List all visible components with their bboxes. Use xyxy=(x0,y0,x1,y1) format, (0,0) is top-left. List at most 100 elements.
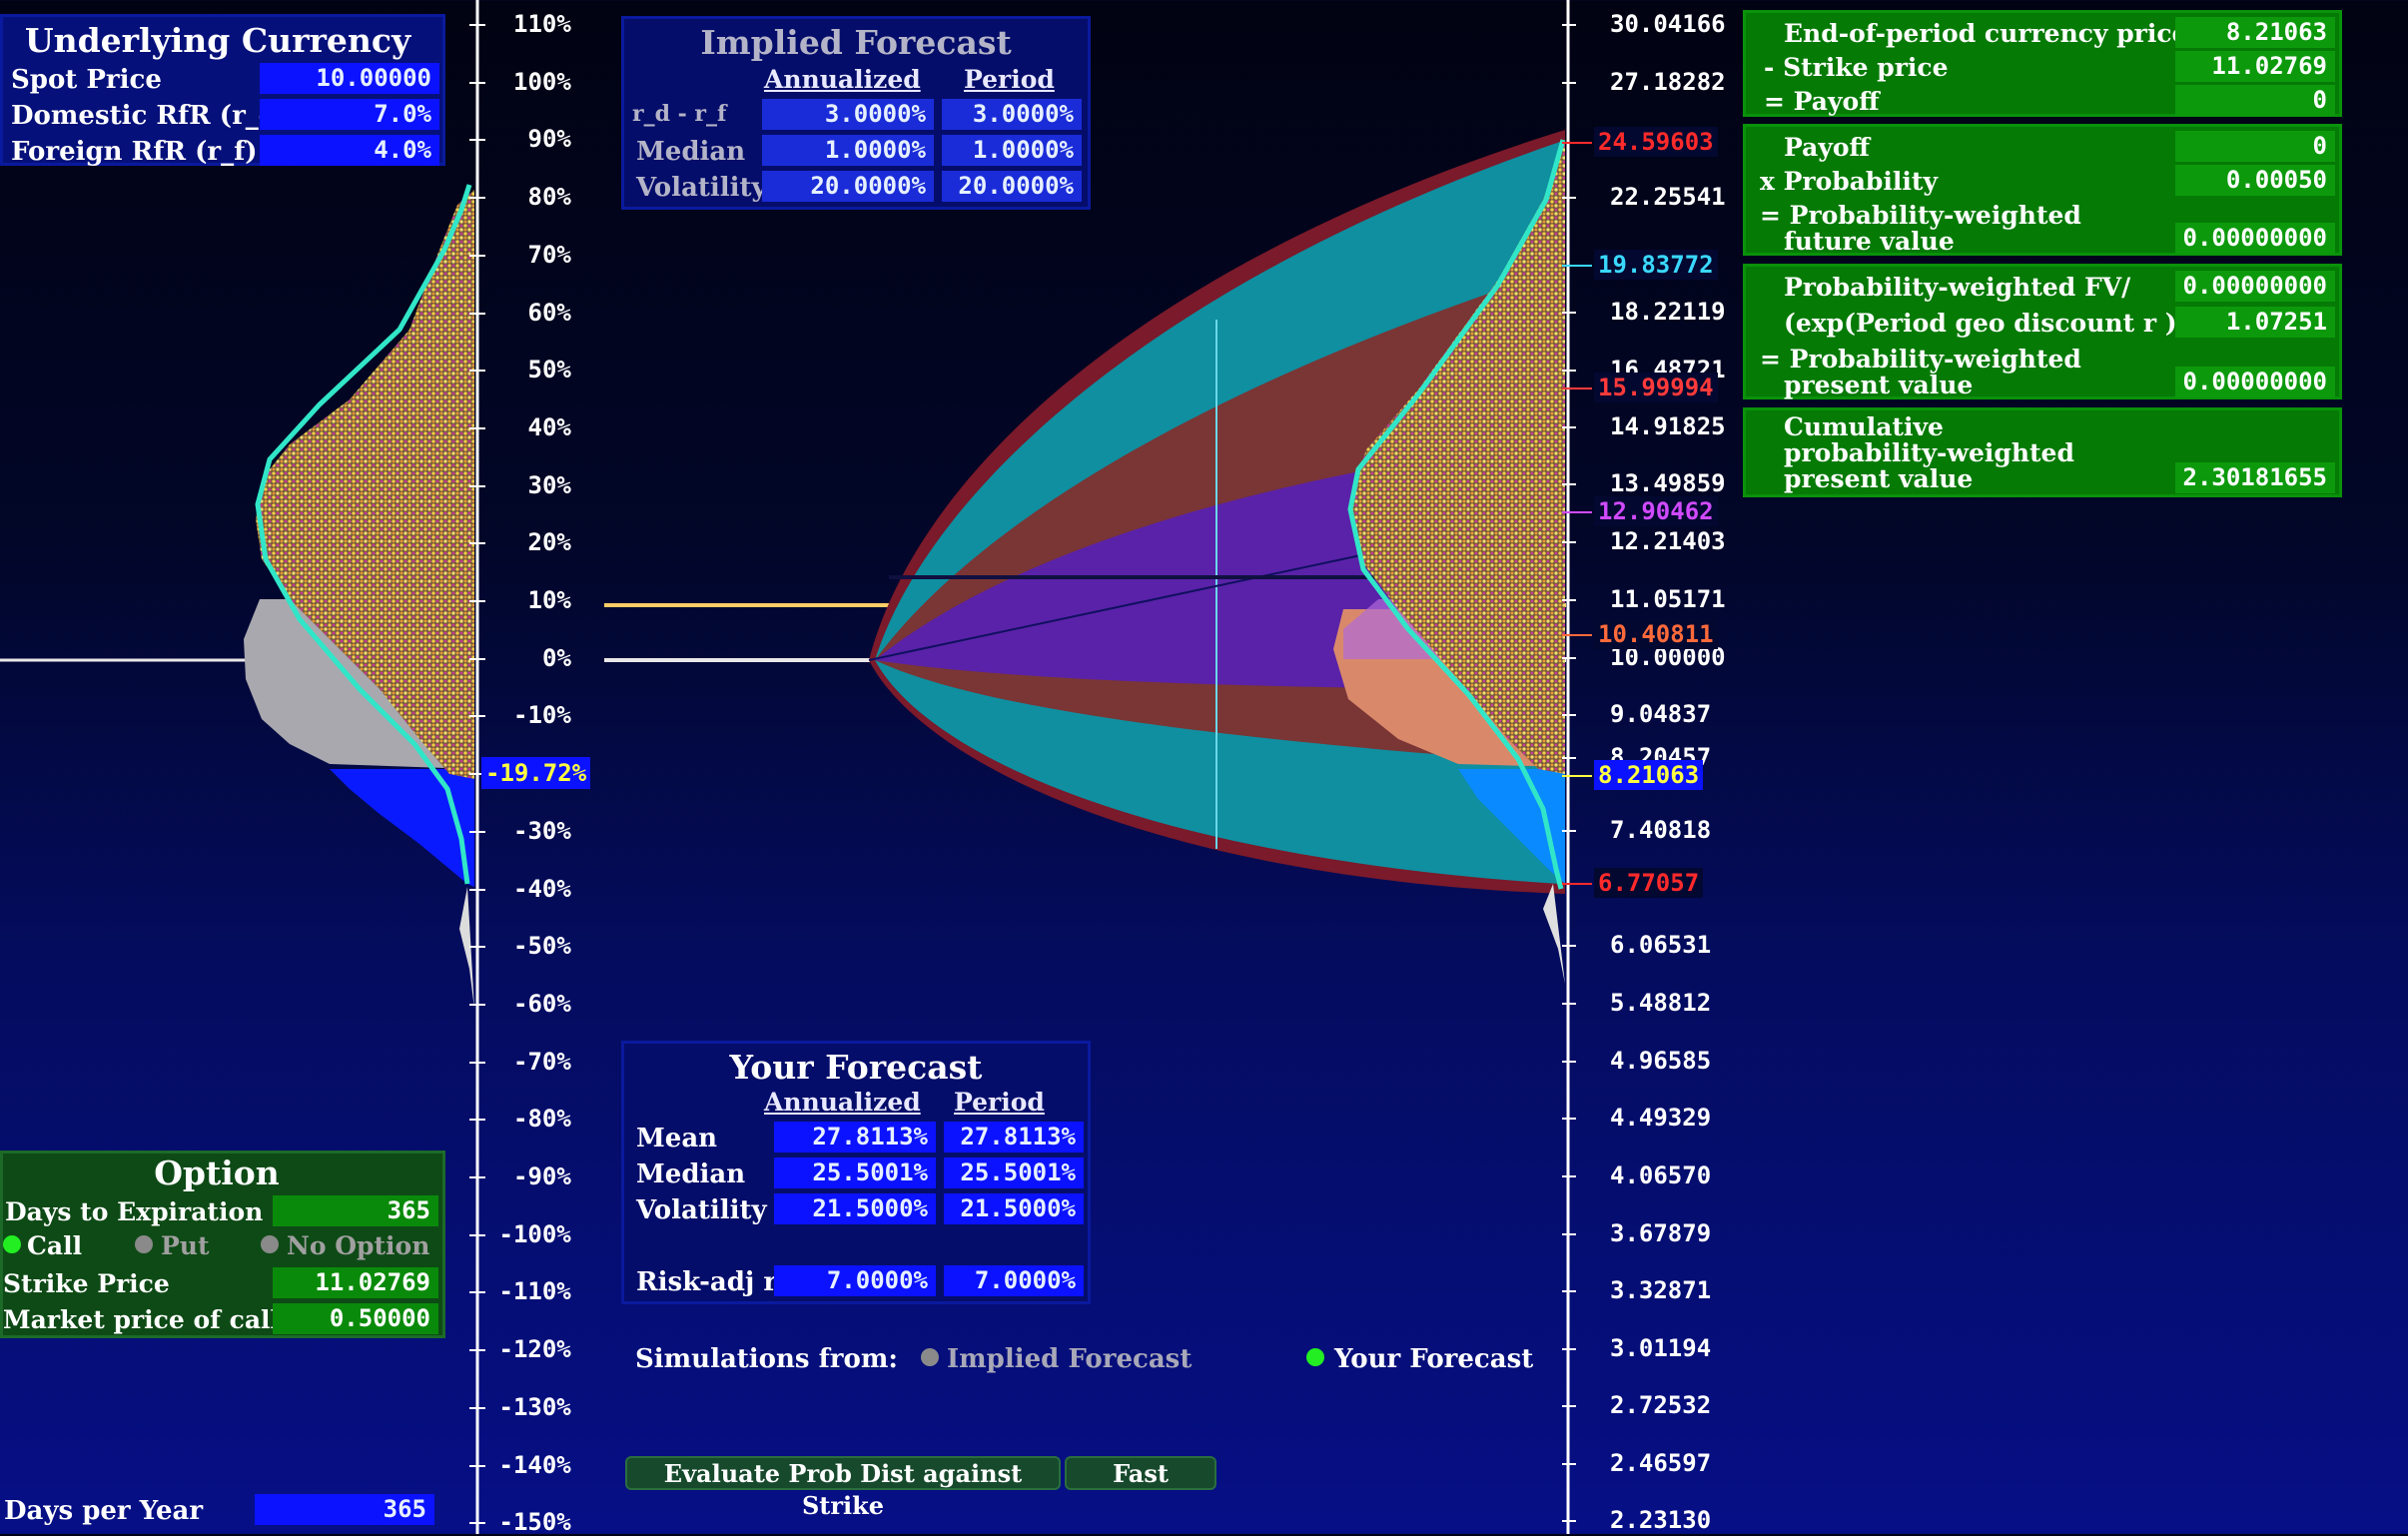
right-axis-label: 27.18282 xyxy=(1610,68,1726,96)
left-axis-label: 40% xyxy=(527,412,571,441)
left-distribution xyxy=(244,184,474,1009)
your-row-label: Mean xyxy=(636,1124,718,1153)
right-axis-tick xyxy=(1562,1233,1576,1235)
right-axis-tick xyxy=(1562,1061,1576,1063)
right-axis-label: 2.23130 xyxy=(1610,1506,1712,1534)
left-axis-tick xyxy=(469,888,485,891)
foreign-value[interactable]: 4.0% xyxy=(260,135,439,166)
market-price-value[interactable]: 0.50000 xyxy=(273,1303,438,1334)
left-axis-label: -10% xyxy=(513,701,571,730)
spot-label: Spot Price xyxy=(11,65,162,95)
days-per-year-value[interactable]: 365 xyxy=(255,1494,434,1525)
left-axis-label: -100% xyxy=(498,1219,571,1248)
left-white-tail xyxy=(459,887,474,1009)
right-axis-label: 5.48812 xyxy=(1610,989,1712,1017)
pwfv-label-1: = Probability-weighted xyxy=(1760,201,2081,230)
right-axis-label: 18.22119 xyxy=(1610,298,1726,326)
left-axis-label: 110% xyxy=(513,10,571,38)
right-axis-tick xyxy=(1562,197,1576,199)
right-axis-label: 6.06531 xyxy=(1610,931,1712,959)
left-axis-tick xyxy=(469,139,485,142)
radio-call[interactable] xyxy=(3,1235,21,1253)
implied-row-label: Volatility xyxy=(636,173,767,203)
right-axis-label: 4.96585 xyxy=(1610,1047,1712,1075)
your-row-annualized[interactable]: 25.5001% xyxy=(774,1157,936,1188)
market-price-label: Market price of call xyxy=(3,1305,281,1334)
pwfv2-label: Probability-weighted FV/ xyxy=(1784,273,2131,302)
radio-implied-forecast[interactable] xyxy=(921,1348,939,1366)
radio-put-label[interactable]: Put xyxy=(161,1231,210,1260)
radio-no-option[interactable] xyxy=(261,1235,279,1253)
domestic-value[interactable]: 7.0% xyxy=(260,99,439,130)
cum-value: 2.30181655 xyxy=(2175,462,2335,493)
radio-put[interactable] xyxy=(135,1235,153,1253)
right-axis-tick xyxy=(1562,312,1576,314)
your-row-period: 21.5000% xyxy=(944,1193,1084,1224)
end-price-label: End-of-period currency price xyxy=(1784,19,2188,48)
right-axis-label: 3.01194 xyxy=(1610,1334,1712,1362)
radio-no-option-label[interactable]: No Option xyxy=(287,1231,430,1260)
radio-implied-label[interactable]: Implied Forecast xyxy=(947,1344,1193,1374)
strike-price-value[interactable]: 11.02769 xyxy=(273,1267,438,1298)
your-col-annualized: Annualized xyxy=(764,1088,921,1117)
left-axis-label: 80% xyxy=(527,183,571,212)
left-axis-tick xyxy=(469,946,485,949)
radio-your-forecast[interactable] xyxy=(1306,1348,1324,1366)
right-axis-tick xyxy=(1562,82,1576,84)
spot-value[interactable]: 10.00000 xyxy=(260,63,439,94)
implied-row-annualized[interactable]: 3.0000% xyxy=(762,99,934,130)
left-blue-region xyxy=(330,769,474,887)
implied-row-annualized[interactable]: 1.0000% xyxy=(762,135,934,166)
your-row-annualized[interactable]: 21.5000% xyxy=(774,1193,936,1224)
payoff2-label: Payoff xyxy=(1784,133,1871,162)
left-axis-label: 20% xyxy=(527,528,571,557)
radio-call-label[interactable]: Call xyxy=(27,1231,83,1260)
left-axis-label: -60% xyxy=(513,989,571,1018)
right-axis-tick xyxy=(1562,945,1576,947)
left-axis: 110% 100% 90% 80% 70% 60% 50% 40% 30% 20% 10% 0% -10… xyxy=(0,0,619,1536)
fast-button[interactable]: Fast xyxy=(1065,1456,1216,1490)
underlying-title: Underlying Currency xyxy=(24,21,411,60)
right-axis-mark-line xyxy=(1562,634,1592,636)
days-value[interactable]: 365 xyxy=(273,1195,438,1226)
left-axis-tick xyxy=(469,484,485,487)
right-axis-tick xyxy=(1562,541,1576,543)
right-axis-mark-line xyxy=(1562,265,1592,267)
right-axis-mark-label: 15.99994 xyxy=(1594,373,1718,402)
left-axis-tick xyxy=(469,197,485,200)
pwpv-label-2: present value xyxy=(1784,371,1974,399)
right-axis-label: 22.25541 xyxy=(1610,183,1726,211)
implied-row-period: 20.0000% xyxy=(942,171,1082,202)
right-distribution xyxy=(1333,139,1566,984)
strike-minus-label: - Strike price xyxy=(1764,53,1949,82)
cum-label-3: present value xyxy=(1784,464,1974,493)
your-row-label: Median xyxy=(636,1159,746,1189)
right-axis-tick xyxy=(1562,1520,1576,1522)
your-row-label: Volatility xyxy=(636,1195,767,1225)
end-price-value: 8.21063 xyxy=(2175,17,2335,48)
risk-adj-annualized[interactable]: 7.0000% xyxy=(774,1265,936,1296)
left-axis-label: -90% xyxy=(513,1162,571,1190)
right-axis-mark-label: 12.90462 xyxy=(1594,496,1718,526)
right-axis-mark-line xyxy=(1562,387,1592,389)
left-axis-label: -50% xyxy=(513,932,571,961)
your-row-period: 27.8113% xyxy=(944,1122,1084,1152)
discount-label: (exp(Period geo discount r )) xyxy=(1784,309,2189,338)
implied-col-period: Period xyxy=(964,65,1055,94)
your-row-period: 25.5001% xyxy=(944,1157,1084,1188)
left-axis-tick xyxy=(469,773,485,776)
probability-label: x Probability xyxy=(1760,167,1938,196)
cum-label-1: Cumulative xyxy=(1784,412,1944,441)
your-row-annualized[interactable]: 27.8113% xyxy=(774,1122,936,1152)
days-per-year-label: Days per Year xyxy=(4,1496,204,1526)
right-axis-label: 4.49329 xyxy=(1610,1104,1712,1132)
right-axis-tick xyxy=(1562,1175,1576,1177)
left-axis-tick xyxy=(469,24,485,26)
right-axis-mark-line xyxy=(1562,511,1592,513)
right-axis-tick xyxy=(1562,1118,1576,1120)
option-panel: Option Days to Expiration 365 Call Put N… xyxy=(0,1151,445,1338)
implied-row-annualized[interactable]: 20.0000% xyxy=(762,171,934,202)
implied-col-annualized: Annualized xyxy=(764,65,921,94)
evaluate-button[interactable]: Evaluate Prob Dist against Strike xyxy=(625,1456,1061,1520)
radio-your-label[interactable]: Your Forecast xyxy=(1334,1344,1534,1374)
